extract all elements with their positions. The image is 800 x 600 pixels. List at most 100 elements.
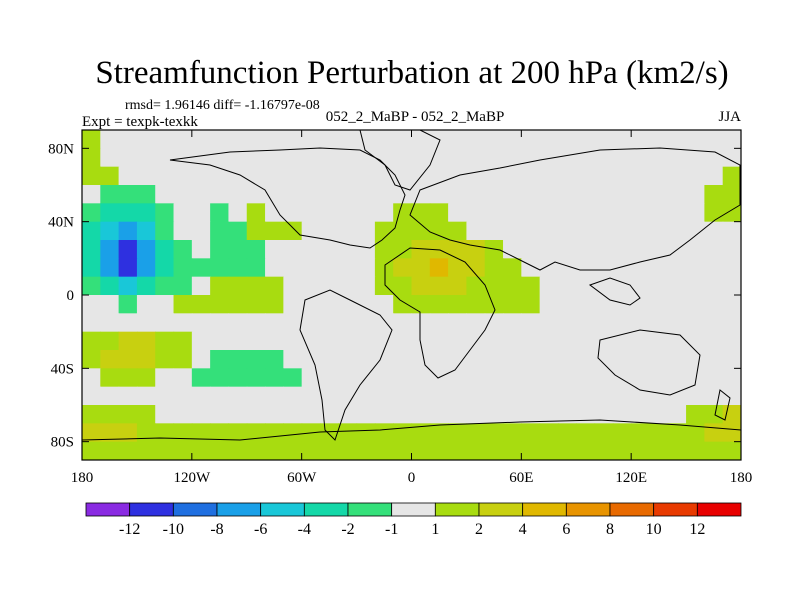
field-cell [704,331,724,351]
field-cell [136,405,156,424]
y-tick-label: 40N [48,215,74,231]
coastline-australia [597,329,701,396]
field-cell [173,185,193,204]
field-cell [411,221,431,241]
field-cell [155,405,175,424]
field-cell [686,221,705,241]
field-cell [686,166,705,186]
field-cell [191,313,211,333]
field-cell [631,331,651,351]
field-cell [466,350,486,369]
field-cell [448,221,468,241]
field-cell [283,313,303,333]
field-cell [191,350,211,369]
field-cell [118,386,138,406]
field-cell [503,313,522,333]
season-label: JJA [718,109,741,125]
field-cell [136,148,156,168]
field-cell [136,130,156,149]
field-cell [429,350,449,369]
field-cell [722,185,741,204]
field-cell [484,221,504,241]
field-cell [319,313,339,333]
field-cell [704,276,724,296]
field-cell [539,368,559,388]
field-cell [301,203,321,223]
field-cell [301,386,321,406]
field-cell [576,386,596,406]
field-cell [210,148,230,168]
field-cell [155,166,175,186]
field-cell [136,185,156,204]
field-cell [411,423,431,443]
field-cell [722,240,741,259]
field-cell [503,130,522,149]
field-cell [429,276,449,296]
field-cell [356,405,376,424]
field-cell [429,313,449,333]
field-cell [631,423,651,443]
coastline-layer [82,130,741,441]
field-cell [448,130,468,149]
field-cell [667,148,687,168]
field-cell [393,423,413,443]
field-cell [374,441,394,460]
field-cell [338,203,358,223]
field-cell [448,350,468,369]
field-cell [155,368,175,388]
field-cell [265,166,284,186]
field-cell [393,350,413,369]
colorbar: -12 -10 -8 -6 -4 -2 -1 1 2 4 6 8 10 12 [85,502,742,538]
field-cell [686,405,705,424]
field-cell [265,185,284,204]
field-cell [338,350,358,369]
field-cell [576,130,596,149]
field-cell [594,423,614,443]
field-cell [155,240,175,259]
field-cell [429,203,449,223]
field-cell [82,203,101,223]
field-cell [82,276,101,296]
field-cell [356,350,376,369]
field-cell [521,441,541,460]
field-cell [338,423,358,443]
field-cell [118,221,138,241]
field-cell [594,276,614,296]
field-cell [82,331,101,351]
field-cell [649,313,669,333]
field-cell [704,240,724,259]
field-cell [448,386,468,406]
field-cell [301,130,321,149]
field-cell [301,258,321,278]
field-cell [448,185,468,204]
field-cell [539,313,559,333]
field-cell [649,331,669,351]
field-cell [301,313,321,333]
field-cell [283,276,303,296]
field-cell [118,258,138,278]
field-cell [191,148,211,168]
field-cell [228,276,248,296]
field-cell [246,258,266,278]
field-cell [631,130,651,149]
field-cell [374,203,394,223]
field-cell [265,423,284,443]
field-cell [667,386,687,406]
map-area [82,130,741,460]
field-cell [155,203,175,223]
field-cell [210,185,230,204]
field-cell [411,368,431,388]
field-cell [374,331,394,351]
field-cell [649,386,669,406]
field-cell [484,313,504,333]
field-cell [411,386,431,406]
field-cell [686,423,705,443]
field-cell [649,295,669,314]
field-cell [265,221,284,241]
field-cell [612,130,632,149]
field-cell [319,166,339,186]
colorbar-label: 6 [562,521,570,538]
field-cell [667,368,687,388]
field-cell [155,295,175,314]
field-cell [338,185,358,204]
